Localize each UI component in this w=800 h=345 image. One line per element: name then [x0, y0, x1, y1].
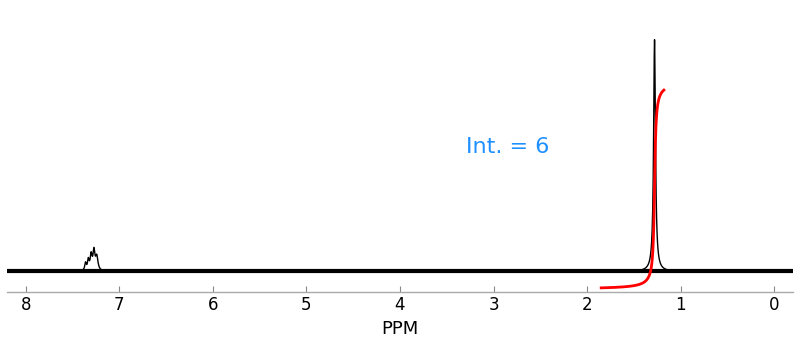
Text: Int. = 6: Int. = 6	[466, 137, 549, 157]
X-axis label: PPM: PPM	[382, 320, 418, 338]
